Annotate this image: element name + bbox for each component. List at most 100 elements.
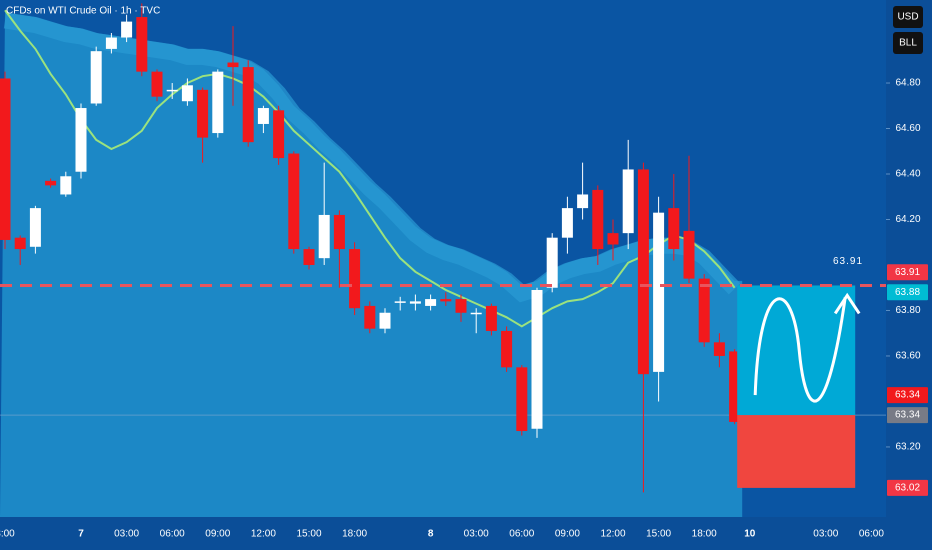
price-marker: 63.91 bbox=[887, 264, 928, 281]
price-marker-box bbox=[887, 284, 928, 301]
candle-body bbox=[394, 301, 406, 303]
candle-body bbox=[561, 208, 573, 238]
candle-body bbox=[14, 237, 26, 250]
candle-body bbox=[273, 110, 285, 159]
candle-body bbox=[409, 301, 421, 304]
x-tick-label: 15:00 bbox=[296, 529, 321, 540]
candle-body bbox=[257, 108, 269, 124]
currency-box bbox=[893, 32, 923, 54]
plot bbox=[0, 3, 886, 518]
candle-body bbox=[29, 208, 41, 247]
x-tick-label: 09:00 bbox=[205, 529, 230, 540]
y-tick-label: 63.80 bbox=[895, 305, 920, 316]
candle-body bbox=[653, 212, 665, 372]
y-tick-label: 63.60 bbox=[895, 351, 920, 362]
x-tick-label: 12:00 bbox=[600, 529, 625, 540]
candle-body bbox=[470, 312, 482, 315]
price-marker: 63.02 bbox=[887, 479, 928, 496]
chart-title: CFDs on WTI Crude Oil · 1h · TVC bbox=[6, 6, 160, 17]
candle-body bbox=[637, 169, 649, 375]
candle-body bbox=[425, 299, 437, 306]
entry-annotation: 63.91 bbox=[833, 256, 863, 267]
price-marker: 63.34 bbox=[887, 407, 928, 424]
price-marker-label: 63.02 bbox=[895, 483, 920, 494]
candle-body bbox=[531, 290, 543, 429]
price-marker-box bbox=[887, 387, 928, 404]
price-marker-box bbox=[887, 407, 928, 424]
x-tick-label: 06:00 bbox=[859, 529, 884, 540]
y-tick-label: 64.60 bbox=[895, 123, 920, 134]
candle-body bbox=[501, 330, 513, 368]
candle-body bbox=[151, 71, 163, 97]
y-tick-label: 63.20 bbox=[895, 442, 920, 453]
band-area bbox=[0, 12, 743, 518]
x-tick-label: 15:00 bbox=[646, 529, 671, 540]
candle-body bbox=[607, 233, 619, 245]
stop-zone bbox=[737, 415, 856, 488]
y-tick-label: 64.80 bbox=[895, 78, 920, 89]
projection-arrow bbox=[753, 297, 847, 403]
candle-body bbox=[45, 180, 57, 186]
x-tick-label: 8:00 bbox=[0, 529, 15, 540]
candle-body bbox=[303, 249, 315, 265]
candle-body bbox=[318, 214, 330, 259]
candle-body bbox=[440, 299, 452, 302]
candle-body bbox=[577, 194, 589, 209]
currency-box bbox=[893, 6, 923, 28]
x-tick-label: 03:00 bbox=[464, 529, 489, 540]
candle-body bbox=[379, 312, 391, 329]
x-tick-label: 18:00 bbox=[342, 529, 367, 540]
currency-label: BLL bbox=[899, 38, 917, 49]
price-marker-label: 63.34 bbox=[895, 410, 920, 421]
x-tick-label: 18:00 bbox=[692, 529, 717, 540]
projection-arrowhead bbox=[833, 292, 861, 315]
price-marker-label: 63.88 bbox=[895, 287, 920, 298]
candle-body bbox=[166, 89, 178, 92]
x-tick-label: 12:00 bbox=[251, 529, 276, 540]
candle-body bbox=[60, 176, 72, 195]
x-tick-label: 03:00 bbox=[813, 529, 838, 540]
candle-body bbox=[349, 249, 361, 309]
candle-body bbox=[212, 71, 224, 134]
x-tick-label: 03:00 bbox=[114, 529, 139, 540]
price-marker-box bbox=[887, 264, 928, 281]
candle-body bbox=[75, 108, 87, 172]
moving-average bbox=[4, 9, 736, 328]
candle-body bbox=[668, 208, 680, 250]
candle-body bbox=[0, 78, 11, 240]
y-tick-label: 64.20 bbox=[895, 214, 920, 225]
price-marker-label: 63.34 bbox=[895, 390, 920, 401]
candle-body bbox=[455, 299, 467, 313]
x-tick-label: 10 bbox=[744, 529, 756, 540]
candle-body bbox=[181, 85, 193, 102]
candle-body bbox=[364, 305, 376, 329]
candle-body bbox=[197, 89, 209, 138]
candle-body bbox=[516, 367, 528, 432]
x-tick-label: 06:00 bbox=[160, 529, 185, 540]
candle-body bbox=[227, 62, 239, 68]
candle-body bbox=[121, 21, 133, 38]
x-tick-label: 06:00 bbox=[509, 529, 534, 540]
x-tick-label: 8 bbox=[428, 529, 434, 540]
currency-label: USD bbox=[897, 12, 918, 23]
candle-body bbox=[622, 169, 634, 234]
candle-body bbox=[136, 17, 148, 72]
candle-body bbox=[683, 230, 695, 279]
candle-body bbox=[713, 342, 725, 356]
candle-body bbox=[546, 237, 558, 288]
x-tick-label: 7 bbox=[78, 529, 84, 540]
candle-body bbox=[592, 189, 604, 250]
price-marker-label: 63.91 bbox=[895, 267, 920, 278]
candle-body bbox=[698, 278, 710, 343]
candle-body bbox=[333, 214, 345, 250]
y-tick-label: 64.40 bbox=[895, 169, 920, 180]
x-tick-label: 09:00 bbox=[555, 529, 580, 540]
candle-body bbox=[105, 37, 117, 49]
price-marker: 63.88 bbox=[887, 284, 928, 301]
price-marker: 63.34 bbox=[887, 387, 928, 404]
candle-body bbox=[242, 67, 254, 143]
candle-body bbox=[90, 51, 102, 104]
candle-body bbox=[288, 153, 300, 250]
